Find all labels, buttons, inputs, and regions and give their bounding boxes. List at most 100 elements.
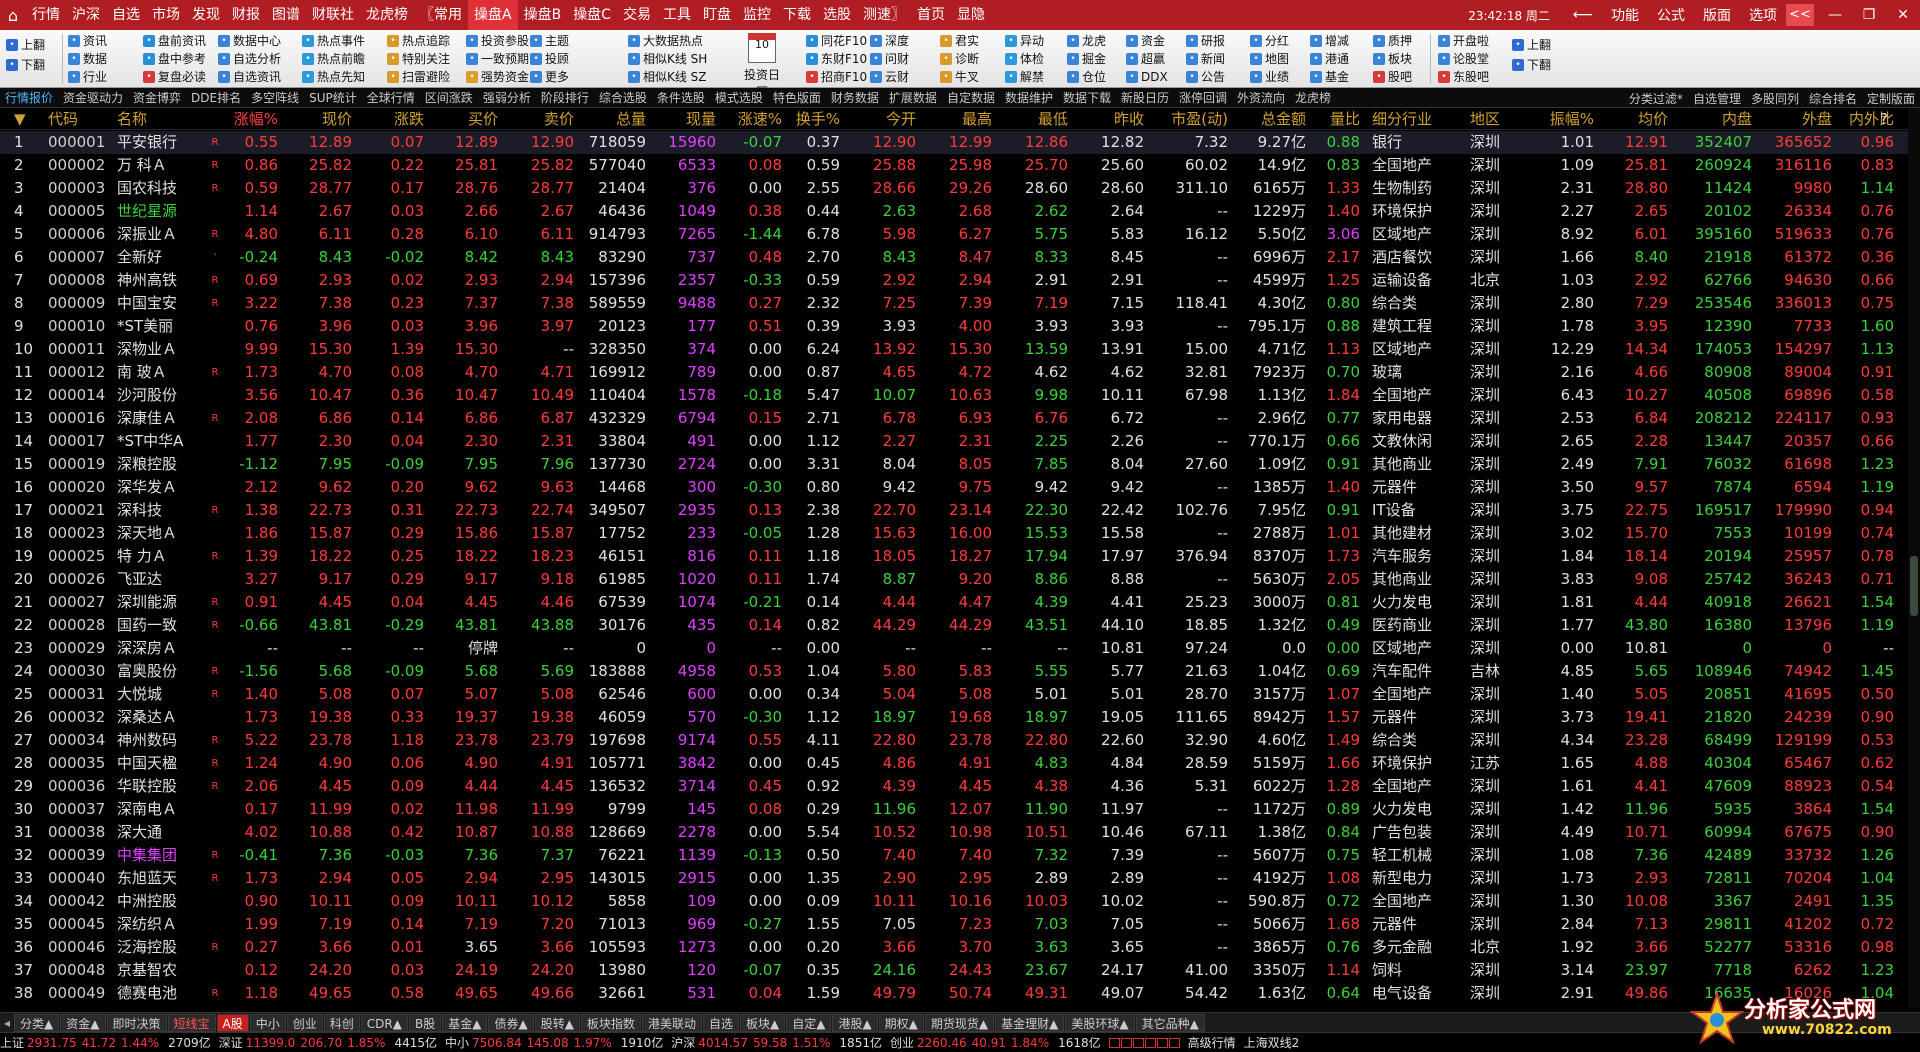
cell-code[interactable]: 000028 [48,616,106,634]
toolbar-item-theme[interactable]: • 主题 [530,32,569,49]
cell-name[interactable]: 深科技 [117,501,163,519]
toolbar-item-ddx[interactable]: • DDX [1126,68,1168,85]
toolbar-item-more[interactable]: • 更多 [530,68,569,85]
feed-server[interactable]: 上海双线2 [1243,1036,1300,1050]
cell-code[interactable]: 000045 [48,915,106,933]
cell-name[interactable]: 东旭蓝天 [117,869,178,887]
toolbar-item-f10-ths[interactable]: • 同花F10 [806,32,867,49]
toolbar-item-news[interactable]: • 资讯 [68,32,107,49]
market-tab-20[interactable]: 期货现货▲ [924,1013,995,1032]
back-arrow-icon[interactable]: ⟵ [1572,7,1593,23]
header-17[interactable]: 总金额 [1260,110,1306,128]
subnav-item-4[interactable]: 多空阵线 [251,91,300,105]
menu-item-19[interactable]: 测速〗 [862,7,905,23]
subnav-item-9[interactable]: 阶段排行 [540,91,589,105]
subnav-right-item-0[interactable]: 分类过滤* [1628,91,1683,106]
subnav-item-2[interactable]: 资金博弈 [133,91,182,105]
close-icon[interactable]: ✕ [1897,7,1909,23]
subnav-item-0[interactable]: 行情报价 [5,91,54,105]
cell-code[interactable]: 000035 [48,754,106,772]
table-row[interactable]: 28 000035 中国天楹 R 1.24 4.90 0.06 4.90 4.91 105771 3… [0,752,1910,775]
toolbar-item-hk-connect[interactable]: • 港通 [1310,50,1349,67]
subnav-item-1[interactable]: 资金驱动力 [63,91,124,105]
menu-item-21[interactable]: 显隐 [956,7,985,23]
subnav-item-15[interactable]: 扩展数据 [888,91,937,105]
menu-item-0[interactable]: 行情 [32,7,60,23]
subnav-item-18[interactable]: 数据下载 [1062,91,1111,105]
cell-code[interactable]: 000034 [48,731,106,749]
cell-name[interactable]: 南 玻Ａ [117,363,167,381]
header-24[interactable]: 外盘 [1801,110,1832,128]
table-row[interactable]: 16 000020 深华发Ａ 2.12 9.62 0.20 9.62 9.63 14468 300… [0,476,1910,499]
table-row[interactable]: 20 000026 飞亚达 3.27 9.17 0.29 9.17 9.18 61985 1020… [0,568,1910,591]
cell-code[interactable]: 000019 [48,455,106,473]
index-4[interactable]: 创业 2260.46 40.91 1.84% 1618亿 [890,1034,1101,1051]
toolbar-item-minesweep[interactable]: • 扫雷避险 [387,68,450,85]
table-row[interactable]: 23 000029 深深房Ａ -- -- -- 停牌 -- 0 0 -- 0.00 -- -- -- 10.8… [0,637,1910,660]
menu-item-10[interactable]: 操盘A [468,0,518,30]
market-tab-10[interactable]: 基金▲ [442,1013,488,1032]
header-11[interactable]: 换手% [795,110,840,128]
market-tab-18[interactable]: 港股▲ [832,1013,878,1032]
toolbar-item-advisor[interactable]: • 投顾 [530,50,569,67]
market-tab-14[interactable]: 港美联动 [641,1013,702,1032]
market-tab-16[interactable]: 板块▲ [739,1013,786,1032]
toolbar-item-junshi[interactable]: • 君实 [940,32,979,49]
menu-right-item-3[interactable]: 选项 [1749,8,1777,24]
header-10[interactable]: 涨速% [737,110,782,128]
menu-item-14[interactable]: 工具 [662,7,691,23]
cell-name[interactable]: 深深房Ａ [117,639,178,657]
menu-right-item-2[interactable]: 版面 [1703,8,1731,24]
table-row[interactable]: 30 000037 深南电Ａ 0.17 11.99 0.02 11.98 11.99 9799 1… [0,798,1910,821]
cell-code[interactable]: 000017 [48,432,106,450]
market-tab-9[interactable]: B股 [408,1013,442,1032]
header-21[interactable]: 振幅% [1549,110,1594,128]
cell-name[interactable]: 深粮控股 [117,455,178,473]
cell-code[interactable]: 000036 [48,777,106,795]
cell-code[interactable]: 000042 [48,892,106,910]
cell-name[interactable]: 深大通 [117,823,163,841]
cell-name[interactable]: 全新好 [117,248,163,266]
subnav-item-3[interactable]: DDE排名 [191,91,242,105]
cell-name[interactable]: 深康佳Ａ [117,409,178,427]
toolbar-item-f10-east[interactable]: • 东财F10 [806,50,867,67]
app-logo-icon[interactable]: ⌂ [7,5,19,25]
toolbar-item-unlock[interactable]: • 解禁 [1005,68,1044,85]
table-row[interactable]: 25 000031 大悦城 R 1.40 5.08 0.07 5.07 5.08 62546 600… [0,683,1910,706]
scrollbar-thumb[interactable] [1910,556,1918,616]
toolbar-item-abnormal[interactable]: • 异动 [1005,32,1044,49]
cell-code[interactable]: 000038 [48,823,106,841]
subnav-item-20[interactable]: 涨停回调 [1179,91,1228,105]
menu-item-5[interactable]: 财报 [232,7,260,23]
cell-code[interactable]: 000001 [48,133,106,151]
toolbar-item-cloud[interactable]: • 云财 [870,68,909,85]
cell-code[interactable]: 000037 [48,800,106,818]
toolbar-item-position[interactable]: • 仓位 [1067,68,1106,85]
header-19[interactable]: 细分行业 [1372,110,1433,128]
cell-code[interactable]: 000003 [48,179,106,197]
subnav-item-19[interactable]: 新股日历 [1120,91,1169,105]
header-9[interactable]: 现量 [685,110,716,128]
header-12[interactable]: 今开 [885,110,916,128]
cell-name[interactable]: 国农科技 [117,179,178,197]
toolbar-item-open[interactable]: • 开盘啦 [1438,32,1489,49]
header-23[interactable]: 内盘 [1721,110,1752,128]
toolbar-item-chaoying[interactable]: • 超赢 [1126,50,1165,67]
menu-item-17[interactable]: 下载 [782,7,811,23]
subnav-item-8[interactable]: 强弱分析 [482,91,531,105]
header-15[interactable]: 昨收 [1113,110,1144,128]
table-row[interactable]: 8 000009 中国宝安 R 3.22 7.38 0.23 7.37 7.38 589559 94… [0,292,1910,315]
restore-icon[interactable]: ❐ [1862,7,1876,23]
subnav-item-11[interactable]: 条件选股 [656,91,705,105]
toolbar-item-sector[interactable]: • 板块 [1373,50,1412,67]
toolbar-item-forum[interactable]: • 股吧 [1373,68,1412,85]
toolbar-item-kline-sz[interactable]: • 相似K线 SZ [628,68,707,85]
cell-code[interactable]: 000008 [48,271,106,289]
header-6[interactable]: 买价 [467,110,498,128]
cell-code[interactable]: 000016 [48,409,106,427]
market-tab-12[interactable]: 股转▲ [534,1013,580,1032]
subnav-item-5[interactable]: SUP统计 [309,91,357,105]
toolbar-item-depth[interactable]: • 深度 [870,32,909,49]
menu-item-18[interactable]: 选股 [822,7,851,23]
table-row[interactable]: 33 000040 东旭蓝天 R 1.73 2.94 0.05 2.94 2.95 143015 2… [0,867,1910,890]
